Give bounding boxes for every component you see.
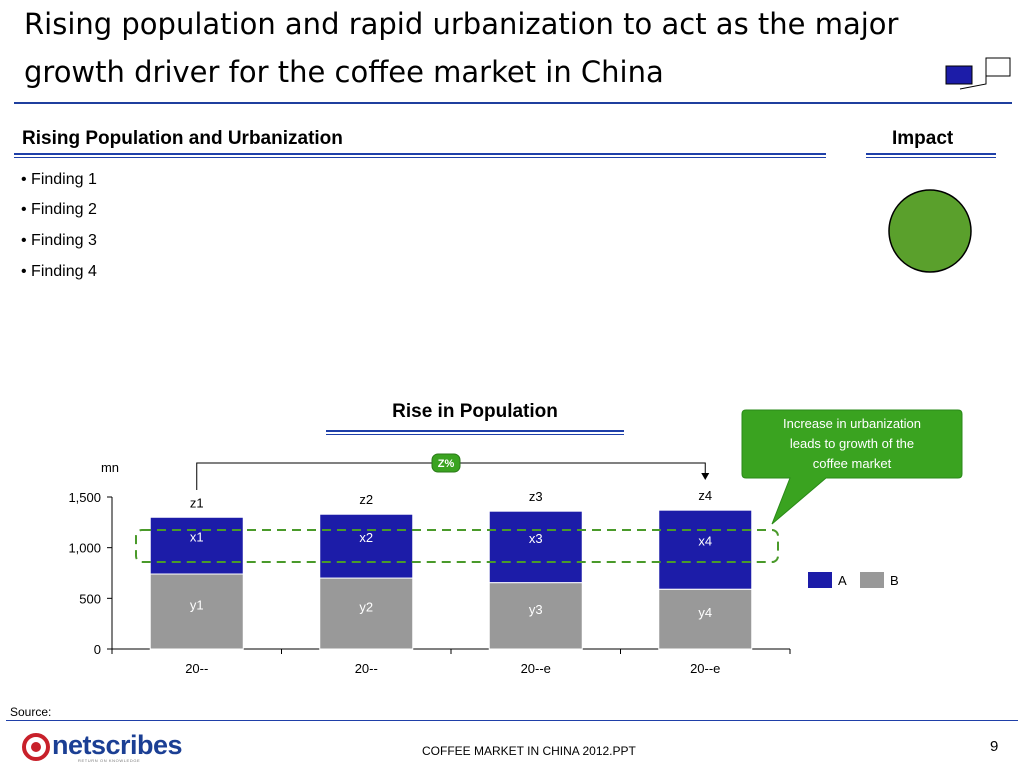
- callout-text-line: coffee market: [813, 456, 892, 471]
- footer-document-name: COFFEE MARKET IN CHINA 2012.PPT: [422, 744, 636, 758]
- y-tick-label: 1,500: [68, 490, 101, 505]
- presentation-icon-note: [985, 57, 1011, 77]
- bar-segment-label: x2: [359, 530, 373, 545]
- legend-swatch-a: [808, 572, 832, 588]
- title-underline: [14, 102, 1012, 104]
- callout-text-line: Increase in urbanization: [783, 416, 921, 431]
- finding-1: • Finding 1: [21, 171, 97, 188]
- logo-wordmark: netscribes: [52, 730, 183, 760]
- bar-total-label: z1: [190, 495, 204, 510]
- x-category-label: 20--e: [521, 661, 551, 676]
- bar-segment-label: x1: [190, 530, 204, 545]
- bar-segment-label: y3: [529, 602, 543, 617]
- page-number: 9: [990, 738, 999, 755]
- growth-badge-label: Z%: [438, 458, 455, 470]
- slide-title-line-1: Rising population and rapid urbanization…: [24, 7, 899, 41]
- chart-title-underline: [326, 430, 624, 435]
- source-label: Source:: [10, 705, 52, 719]
- callout-bubble: [741, 409, 963, 525]
- finding-2: • Finding 2: [21, 201, 97, 218]
- netscribes-logo: netscribes RETURN ON KNOWLEDGE: [22, 730, 222, 764]
- growth-badge: [431, 453, 461, 473]
- y-tick-label: 0: [94, 642, 101, 657]
- presentation-icon-pointer: [959, 76, 987, 90]
- bar-segment-label: y1: [190, 598, 204, 613]
- bar-segment-a: [658, 509, 753, 590]
- chart-title: Rise in Population: [392, 401, 558, 422]
- finding-3: • Finding 3: [21, 232, 97, 249]
- presentation-icon-screen: [945, 65, 973, 85]
- impact-circle: [888, 189, 972, 273]
- legend-label-a: A: [838, 573, 847, 588]
- bar-total-label: z4: [698, 488, 712, 503]
- urbanization-highlight-box: [135, 529, 779, 563]
- logo-swirl-icon: [22, 733, 50, 761]
- bar-segment-label: x3: [529, 531, 543, 546]
- bar-segment-a: [488, 510, 583, 584]
- bar-segment-b: [488, 582, 583, 650]
- finding-4: • Finding 4: [21, 263, 97, 280]
- bar-segment-label: y4: [698, 605, 712, 620]
- bar-segment-b: [149, 573, 244, 650]
- bar-total-label: z3: [529, 489, 543, 504]
- y-tick-label: 500: [79, 591, 101, 606]
- impact-heading: Impact: [892, 128, 954, 149]
- logo-tagline: RETURN ON KNOWLEDGE: [78, 758, 141, 763]
- bar-segment-label: x4: [698, 534, 712, 549]
- x-category-label: 20--: [355, 661, 378, 676]
- bar-segment-b: [319, 577, 414, 650]
- impact-indicator: [888, 189, 972, 273]
- bar-total-label: z2: [359, 492, 373, 507]
- y-unit-label: mn: [101, 460, 119, 475]
- population-chart: mn 0 500 1,000 1,500 y1 y2 y3 y4 x1 x2 x3 x4 z1 z2 z3 z4…: [68, 409, 963, 676]
- bar-segment-a: [319, 513, 414, 579]
- slide-title-line-2: growth driver for the coffee market in C…: [24, 55, 664, 89]
- legend-swatch-b: [860, 572, 884, 588]
- bar-segment-a: [149, 516, 244, 575]
- bar-segment-label: y2: [359, 600, 373, 615]
- callout-text-line: leads to growth of the: [790, 436, 914, 451]
- x-category-label: 20--: [185, 661, 208, 676]
- impact-heading-underline: [866, 153, 996, 158]
- x-category-label: 20--e: [690, 661, 720, 676]
- bar-segment-b: [658, 588, 753, 650]
- legend-label-b: B: [890, 573, 899, 588]
- section-heading-underline: [14, 153, 826, 158]
- section-heading: Rising Population and Urbanization: [22, 128, 343, 149]
- footer-rule: [6, 720, 1018, 721]
- y-tick-label: 1,000: [68, 541, 101, 556]
- growth-arrowhead: [701, 473, 710, 480]
- presentation-icon: [945, 57, 1011, 90]
